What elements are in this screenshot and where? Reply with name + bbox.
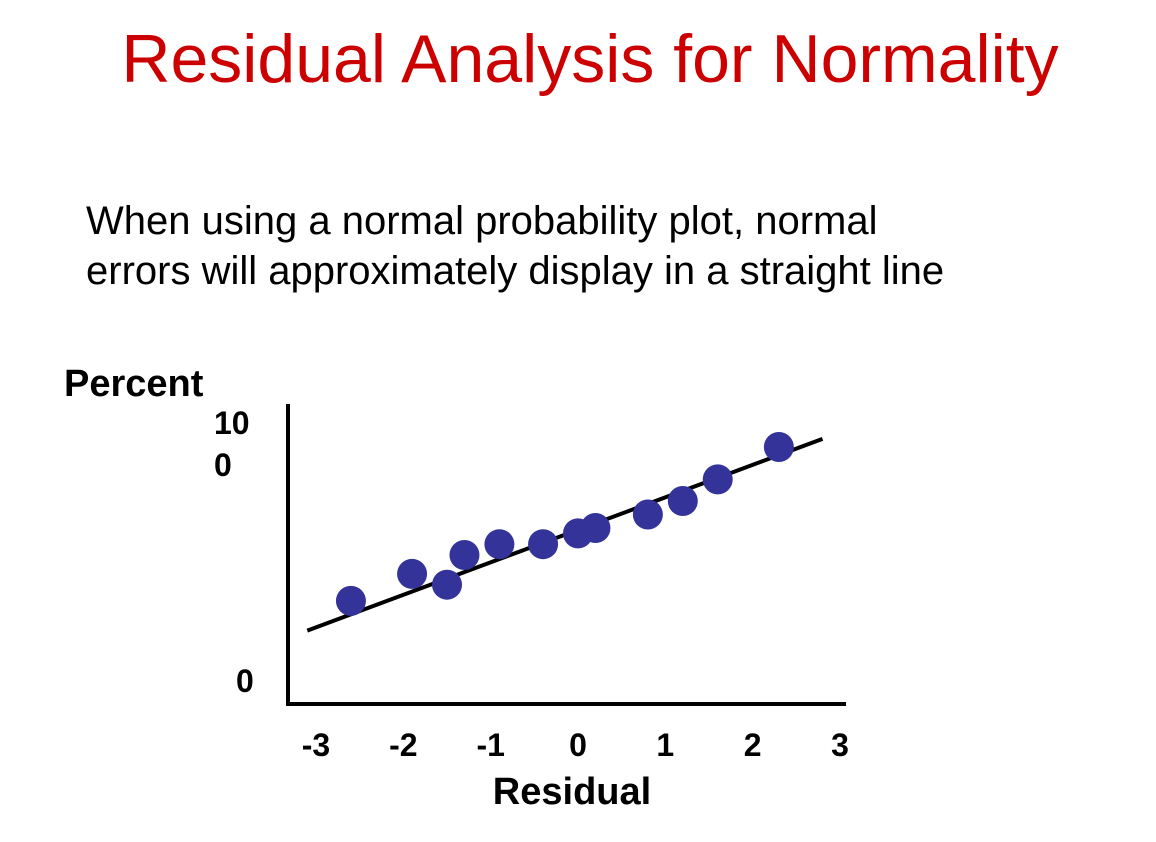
data-point: [484, 529, 515, 560]
data-point: [632, 499, 663, 530]
x-tick-label: -1: [476, 727, 504, 763]
x-tick-label: -3: [302, 727, 330, 763]
y-axis-label: Percent: [64, 363, 204, 405]
x-tick-label: 0: [569, 727, 587, 763]
y-tick-bottom: 0: [236, 663, 254, 699]
data-point: [763, 432, 794, 462]
x-tick-label: 1: [656, 727, 674, 763]
data-points: [335, 432, 794, 616]
x-tick-label: 2: [744, 727, 762, 763]
data-point: [432, 569, 462, 600]
y-tick-top-line1: 10: [214, 405, 250, 441]
data-point: [335, 585, 366, 616]
x-tick-label: -2: [389, 727, 417, 763]
body-line-1: When using a normal probability plot, no…: [86, 199, 878, 243]
x-tick-labels: -3 -2 -1 0 1 2 3: [302, 727, 849, 763]
x-axis-label: Residual: [493, 771, 651, 813]
slide-body-text: When using a normal probability plot, no…: [86, 196, 1086, 296]
body-line-2: errors will approximately display in a s…: [86, 249, 945, 293]
data-point: [580, 513, 611, 543]
x-tick-label: 3: [831, 727, 849, 763]
data-point: [667, 486, 698, 516]
data-point: [702, 464, 733, 495]
slide-title: Residual Analysis for Normality: [121, 21, 1059, 97]
data-point: [449, 540, 480, 570]
y-tick-top-line2: 0: [214, 447, 232, 483]
data-point: [397, 558, 428, 589]
data-point: [528, 529, 559, 560]
